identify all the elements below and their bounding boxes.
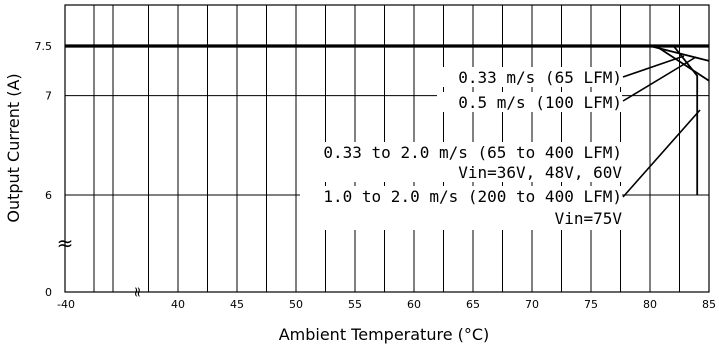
series-line-1 (65, 45, 710, 62)
annotation-0-5-ms: 0.5 m/s (100 LFM) (458, 93, 622, 112)
annotation-vin75-line2: Vin=75V (555, 209, 623, 228)
leader-0-33-ms (622, 55, 685, 78)
annotation-vin75-line1: 1.0 to 2.0 m/s (200 to 400 LFM) (323, 187, 622, 206)
leader-vin75 (622, 109, 701, 198)
y-tick-label-6: 6 (45, 189, 52, 202)
annotation-range-line2: Vin=36V, 48V, 60V (458, 163, 622, 182)
x-tick-label-50: 50 (289, 298, 303, 311)
x-tick-label-70: 70 (525, 298, 539, 311)
x-axis-title: Ambient Temperature (°C) (279, 325, 490, 344)
tick-labels: -40 40 45 50 55 60 65 70 75 80 85 0 6 7 7.5 (35, 40, 717, 311)
annotation-bg-3 (300, 142, 622, 182)
x-tick-label-60: 60 (407, 298, 421, 311)
x-tick-label-75: 75 (584, 298, 598, 311)
x-tick-label-85: 85 (702, 298, 716, 311)
annotation-bg-1 (437, 67, 622, 87)
x-tick-label-55: 55 (348, 298, 362, 311)
plot-frame (64, 4, 710, 293)
x-tick-label-45: 45 (230, 298, 244, 311)
y-tick-label-0: 0 (45, 286, 52, 299)
annotation-bg-4 (300, 186, 622, 230)
x-tick-label-40: 40 (171, 298, 185, 311)
annotation-0-33-ms: 0.33 m/s (65 LFM) (458, 68, 622, 87)
x-tick-label-65: 65 (466, 298, 480, 311)
x-tick-label-start: -40 (57, 298, 75, 311)
series-layer (65, 44, 710, 195)
leader-0-5-ms (622, 56, 697, 102)
series-line-4 (65, 45, 699, 195)
y-tick-label-7.5: 7.5 (35, 40, 53, 53)
annotation-range-line1: 0.33 to 2.0 m/s (65 to 400 LFM) (323, 143, 622, 162)
y-tick-label-7: 7 (45, 90, 52, 103)
x-tick-label-80: 80 (643, 298, 657, 311)
annotation-bg-2 (437, 92, 622, 112)
y-axis-title: Output Current (A) (4, 73, 23, 222)
